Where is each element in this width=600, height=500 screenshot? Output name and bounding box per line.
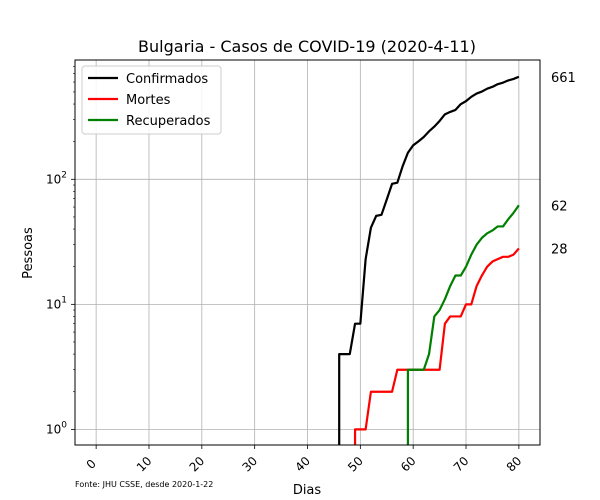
series-line-confirmados <box>338 75 520 445</box>
y-axis-ticks: 100 101 102 <box>46 66 75 436</box>
y-grid <box>75 178 540 430</box>
y-tick-label-0: 100 <box>46 420 67 436</box>
legend-label-recuperados: Recuperados <box>126 114 211 129</box>
y-tick-label-1: 101 <box>46 295 67 311</box>
legend: Confirmados Mortes Recuperados <box>81 65 222 135</box>
series-line-mortes <box>353 247 520 445</box>
series-layer <box>338 75 520 445</box>
source-note: Fonte: JHU CSSE, desde 2020-1-22 <box>75 480 213 489</box>
legend-box <box>81 65 222 135</box>
y-axis-label: Pessoas <box>21 227 36 279</box>
legend-label-mortes: Mortes <box>126 93 171 108</box>
end-labels: 661 28 62 <box>551 71 576 258</box>
end-label-mortes: 28 <box>551 242 568 257</box>
end-label-recuperados: 62 <box>551 199 568 214</box>
end-label-confirmados: 661 <box>551 71 576 86</box>
x-axis-label: Dias <box>293 483 322 498</box>
legend-label-confirmados: Confirmados <box>126 72 208 87</box>
chart-title: Bulgaria - Casos de COVID-19 (2020-4-11) <box>138 37 476 56</box>
series-line-recuperados <box>406 204 520 445</box>
y-tick-label-2: 102 <box>46 170 67 186</box>
